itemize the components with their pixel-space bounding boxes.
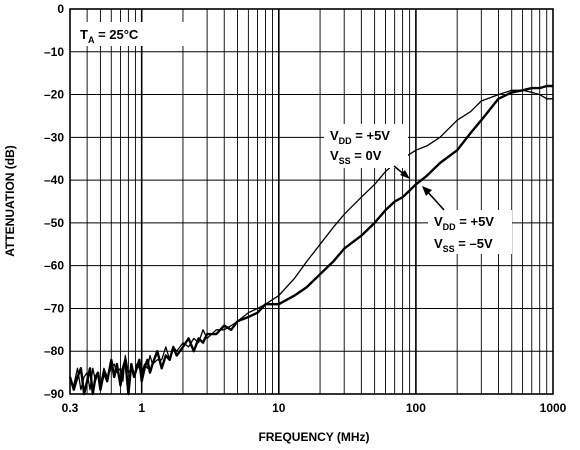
y-tick-label: 0 <box>57 2 64 16</box>
x-tick-label: 10 <box>272 401 286 415</box>
x-tick-label: 100 <box>406 401 426 415</box>
condition-label-bg <box>76 22 188 46</box>
x-tick-label: 1 <box>138 401 145 415</box>
y-tick-label: –90 <box>44 387 64 401</box>
y-tick-label: –60 <box>44 259 64 273</box>
y-tick-label: –10 <box>44 45 64 59</box>
plot-frame <box>69 8 554 395</box>
x-tick-label: 0.3 <box>62 401 79 415</box>
y-axis-label: ATTENUATION (dB) <box>3 145 17 257</box>
y-tick-label: –40 <box>44 173 64 187</box>
series-pointer-vss-neg5 <box>425 189 445 211</box>
series-pointer-vss-0-arrowhead <box>400 170 410 179</box>
series-lines <box>68 84 553 396</box>
y-tick-label: –80 <box>44 344 64 358</box>
series-line-vss-neg5 <box>68 84 553 396</box>
x-axis-label: FREQUENCY (MHz) <box>258 430 369 444</box>
y-tick-label: –50 <box>44 216 64 230</box>
y-tick-label: –30 <box>44 130 64 144</box>
y-tick-label: –70 <box>44 301 64 315</box>
y-tick-label: –20 <box>44 88 64 102</box>
series-pointer-vss-neg5-arrowhead <box>422 186 432 196</box>
series-label-vss-neg5-line2: VSS = –5V <box>434 236 493 254</box>
condition-label: TA = 25°C <box>80 27 139 45</box>
series-label-bg-vss-neg5 <box>428 210 512 254</box>
x-tick-label: 1000 <box>540 401 567 415</box>
series-label-bg-vss-0 <box>324 124 408 168</box>
series-label-vss-0-line1: VDD = +5V <box>330 128 390 146</box>
series-label-vss-0-line2: VSS = 0V <box>330 148 382 166</box>
tick-labels: 0 –10 –20 –30 –40 –50 –60 –70 –80 –900.3 1 10 100 100… <box>44 2 567 415</box>
grid-lines <box>70 9 553 394</box>
series-label-vss-neg5-line1: VDD = +5V <box>434 214 494 232</box>
